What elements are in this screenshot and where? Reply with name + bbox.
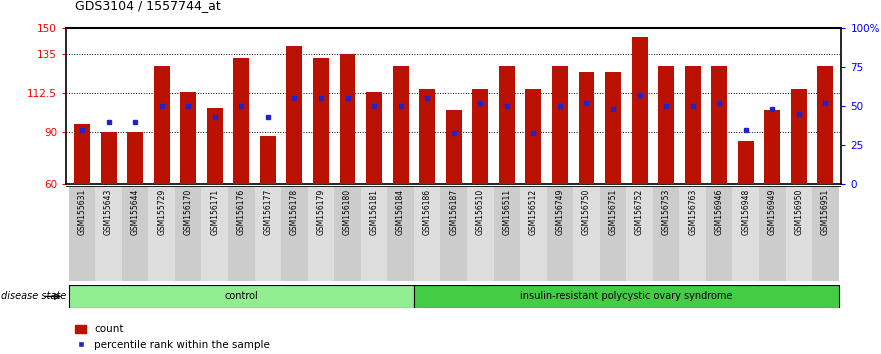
Bar [281, 186, 307, 281]
Text: GSM156178: GSM156178 [290, 189, 299, 235]
Bar [812, 186, 839, 281]
Bar [472, 89, 488, 184]
Text: control: control [225, 291, 258, 302]
Bar [493, 186, 520, 281]
Bar [414, 186, 440, 281]
Bar [765, 110, 781, 184]
Bar [260, 136, 276, 184]
Text: GSM155644: GSM155644 [130, 189, 139, 235]
Bar [632, 37, 648, 184]
Bar [361, 186, 388, 281]
Bar [579, 72, 595, 184]
Bar [685, 67, 700, 184]
Text: GSM156186: GSM156186 [423, 189, 432, 235]
Bar [440, 186, 467, 281]
Bar [658, 67, 674, 184]
Bar [600, 186, 626, 281]
Bar [574, 186, 600, 281]
Bar [737, 141, 754, 184]
Bar [419, 89, 435, 184]
Bar [334, 186, 361, 281]
Text: GSM156176: GSM156176 [237, 189, 246, 235]
Text: GSM156950: GSM156950 [795, 189, 803, 235]
Text: GSM156750: GSM156750 [582, 189, 591, 235]
Text: insulin-resistant polycystic ovary syndrome: insulin-resistant polycystic ovary syndr… [520, 291, 732, 302]
Text: GSM156948: GSM156948 [741, 189, 751, 235]
Text: disease state: disease state [1, 291, 66, 302]
Text: GSM156951: GSM156951 [821, 189, 830, 235]
Bar [286, 46, 302, 184]
Bar [446, 110, 462, 184]
Text: GSM155729: GSM155729 [157, 189, 167, 235]
Bar [366, 92, 382, 184]
Text: GSM156510: GSM156510 [476, 189, 485, 235]
Bar [791, 89, 807, 184]
Bar [233, 58, 249, 184]
Bar [653, 186, 679, 281]
Bar [74, 124, 90, 184]
Text: GSM156187: GSM156187 [449, 189, 458, 235]
Bar [393, 67, 409, 184]
Text: GSM156751: GSM156751 [609, 189, 618, 235]
Bar [202, 186, 228, 281]
Text: GSM156753: GSM156753 [662, 189, 670, 235]
Text: GSM156181: GSM156181 [369, 189, 379, 235]
Bar [546, 186, 574, 281]
Legend: count, percentile rank within the sample: count, percentile rank within the sample [71, 320, 274, 354]
Text: GSM156949: GSM156949 [768, 189, 777, 235]
Bar [520, 186, 546, 281]
Bar [467, 186, 493, 281]
Bar [95, 186, 122, 281]
Bar [605, 72, 621, 184]
Bar [153, 67, 170, 184]
Bar [626, 186, 653, 281]
Bar [552, 67, 568, 184]
Text: GSM155643: GSM155643 [104, 189, 113, 235]
Text: GSM156184: GSM156184 [396, 189, 405, 235]
Bar [414, 285, 839, 308]
Bar [307, 186, 334, 281]
Bar [711, 67, 727, 184]
Text: GSM156749: GSM156749 [555, 189, 565, 235]
Bar [388, 186, 414, 281]
Text: GSM156171: GSM156171 [211, 189, 219, 235]
Text: GSM155631: GSM155631 [78, 189, 86, 235]
Text: GSM156170: GSM156170 [184, 189, 193, 235]
Text: GSM156511: GSM156511 [502, 189, 511, 235]
Bar [499, 67, 515, 184]
Text: GSM156512: GSM156512 [529, 189, 538, 235]
Bar [127, 132, 143, 184]
Text: GSM156752: GSM156752 [635, 189, 644, 235]
Bar [100, 132, 116, 184]
Text: GSM156179: GSM156179 [316, 189, 325, 235]
Bar [69, 186, 95, 281]
Bar [679, 186, 706, 281]
Bar [706, 186, 732, 281]
Text: GSM156946: GSM156946 [714, 189, 723, 235]
Bar [69, 285, 414, 308]
Bar [148, 186, 175, 281]
Bar [175, 186, 202, 281]
Bar [228, 186, 255, 281]
Bar [122, 186, 148, 281]
Text: GSM156180: GSM156180 [343, 189, 352, 235]
Bar [255, 186, 281, 281]
Bar [525, 89, 541, 184]
Text: GDS3104 / 1557744_at: GDS3104 / 1557744_at [75, 0, 220, 12]
Bar [339, 54, 355, 184]
Text: GSM156177: GSM156177 [263, 189, 272, 235]
Bar [786, 186, 812, 281]
Bar [732, 186, 759, 281]
Bar [207, 108, 223, 184]
Bar [759, 186, 786, 281]
Bar [818, 67, 833, 184]
Bar [313, 58, 329, 184]
Text: GSM156763: GSM156763 [688, 189, 697, 235]
Bar [181, 92, 196, 184]
